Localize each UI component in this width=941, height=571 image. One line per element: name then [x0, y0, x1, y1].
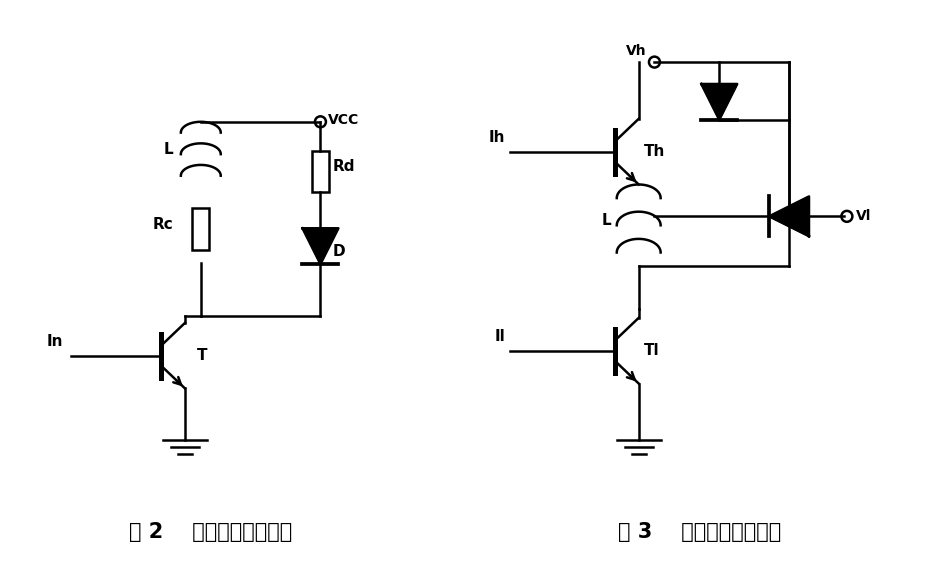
Text: Ih: Ih — [488, 130, 505, 144]
Bar — [192, 208, 209, 250]
Polygon shape — [302, 228, 339, 264]
Polygon shape — [769, 196, 809, 236]
Polygon shape — [701, 84, 737, 120]
Text: VCC: VCC — [328, 113, 359, 127]
Bar — [312, 151, 329, 192]
Text: Th: Th — [644, 144, 665, 159]
Text: Il: Il — [494, 329, 505, 344]
Text: D: D — [332, 244, 345, 259]
Text: L: L — [601, 213, 611, 228]
Text: Vl: Vl — [856, 210, 871, 223]
Text: 图 3    高低压驱动原理图: 图 3 高低压驱动原理图 — [617, 522, 781, 542]
Text: Tl: Tl — [644, 343, 660, 358]
Text: 图 2    单电压驱动原理图: 图 2 单电压驱动原理图 — [129, 522, 293, 542]
Text: In: In — [47, 333, 63, 349]
Text: Vh: Vh — [626, 44, 646, 58]
Text: T: T — [197, 348, 208, 363]
Text: Rd: Rd — [332, 159, 355, 174]
Text: Rc: Rc — [152, 217, 173, 232]
Text: L: L — [163, 142, 173, 156]
